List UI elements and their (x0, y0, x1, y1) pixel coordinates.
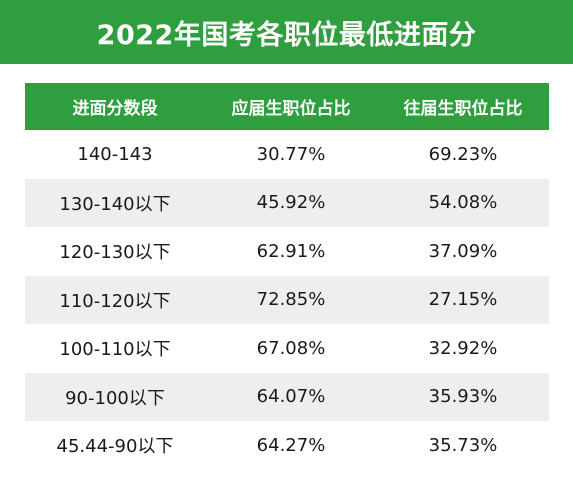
previous-ratio-cell: 32.92% (428, 337, 498, 359)
table-row: 130-140以下 45.92% 54.08% (25, 178, 549, 227)
table-row: 140-143 30.77% 69.23% (25, 130, 549, 179)
score-range-cell: 120-130以下 (59, 242, 171, 264)
fresh-ratio-cell: 64.07% (256, 386, 326, 408)
header-score-range: 进面分数段 (72, 99, 158, 119)
table-row: 90-100以下 64.07% 35.93% (25, 372, 549, 421)
previous-ratio-cell: 37.09% (428, 240, 498, 262)
header-previous-graduate-ratio: 往届生职位占比 (403, 99, 523, 119)
header-fresh-graduate-ratio: 应届生职位占比 (231, 99, 351, 119)
score-range-cell: 110-120以下 (59, 290, 171, 312)
previous-ratio-cell: 27.15% (428, 289, 498, 311)
table-row: 110-120以下 72.85% 27.15% (25, 275, 549, 324)
table-row: 45.44-90以下 64.27% 35.73% (25, 421, 549, 470)
table-header-row: 进面分数段 应届生职位占比 往届生职位占比 (25, 83, 549, 130)
fresh-ratio-cell: 64.27% (256, 434, 326, 456)
score-range-cell: 100-110以下 (59, 339, 171, 361)
table-row: 100-110以下 67.08% 32.92% (25, 324, 549, 373)
title-bar: 2022年国考各职位最低进面分 (0, 0, 573, 64)
fresh-ratio-cell: 67.08% (256, 337, 326, 359)
fresh-ratio-cell: 30.77% (256, 143, 326, 165)
previous-ratio-cell: 35.93% (428, 386, 498, 408)
previous-ratio-cell: 54.08% (428, 192, 498, 214)
previous-ratio-cell: 69.23% (428, 143, 498, 165)
score-table: 进面分数段 应届生职位占比 往届生职位占比 140-143 30.77% 69.… (25, 83, 549, 470)
page-title: 2022年国考各职位最低进面分 (96, 19, 477, 51)
fresh-ratio-cell: 45.92% (256, 192, 326, 214)
score-range-cell: 45.44-90以下 (56, 436, 174, 458)
fresh-ratio-cell: 62.91% (256, 240, 326, 262)
score-range-cell: 140-143 (77, 143, 153, 165)
score-range-cell: 90-100以下 (65, 387, 165, 409)
fresh-ratio-cell: 72.85% (256, 289, 326, 311)
score-range-cell: 130-140以下 (59, 193, 171, 215)
previous-ratio-cell: 35.73% (428, 434, 498, 456)
table-row: 120-130以下 62.91% 37.09% (25, 227, 549, 276)
